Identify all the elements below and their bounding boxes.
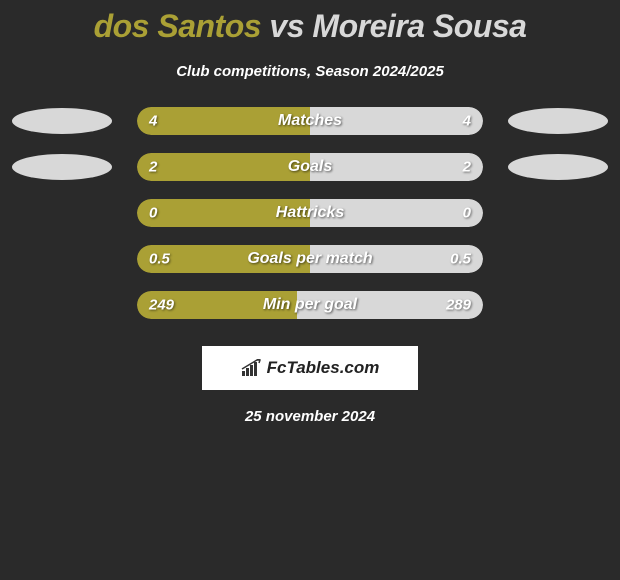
subtitle: Club competitions, Season 2024/2025 [0,45,620,98]
stat-value-left: 0.5 [149,251,170,268]
brand-box: FcTables.com [202,346,418,390]
date-text: 25 november 2024 [0,390,620,425]
stat-value-left: 249 [149,297,174,314]
page-title: dos Santos vs Moreira Sousa [0,0,620,45]
bar-left-fill [137,153,310,181]
player2-ellipse [508,154,608,180]
stat-row: 0 Hattricks 0 [0,190,620,236]
player2-ellipse [508,108,608,134]
stat-bar: 4 Matches 4 [137,107,483,135]
stat-value-right: 0.5 [450,251,471,268]
player1-name: dos Santos [94,8,261,44]
stat-value-right: 4 [463,113,471,130]
stat-bar: 2 Goals 2 [137,153,483,181]
stat-value-left: 4 [149,113,157,130]
player2-name: Moreira Sousa [312,8,526,44]
stat-value-right: 0 [463,205,471,222]
stat-label: Goals per match [247,250,372,268]
brand-text: FcTables.com [267,358,380,378]
stat-row: 4 Matches 4 [0,98,620,144]
stat-row: 2 Goals 2 [0,144,620,190]
stat-bar: 249 Min per goal 289 [137,291,483,319]
stat-bar: 0 Hattricks 0 [137,199,483,227]
stat-value-left: 2 [149,159,157,176]
stat-value-right: 2 [463,159,471,176]
stat-label: Min per goal [263,296,357,314]
stat-label: Goals [288,158,332,176]
stat-value-right: 289 [446,297,471,314]
player1-ellipse [12,108,112,134]
stat-label: Matches [278,112,342,130]
bar-right-fill [310,153,483,181]
bar-chart-icon [241,359,263,377]
stat-row: 249 Min per goal 289 [0,282,620,328]
player1-ellipse [12,154,112,180]
vs-text: vs [261,8,312,44]
stat-label: Hattricks [276,204,344,222]
stat-bar: 0.5 Goals per match 0.5 [137,245,483,273]
stat-row: 0.5 Goals per match 0.5 [0,236,620,282]
stats-area: 4 Matches 4 2 Goals 2 0 Hattricks 0 0.5 Goals per … [0,98,620,328]
stat-value-left: 0 [149,205,157,222]
